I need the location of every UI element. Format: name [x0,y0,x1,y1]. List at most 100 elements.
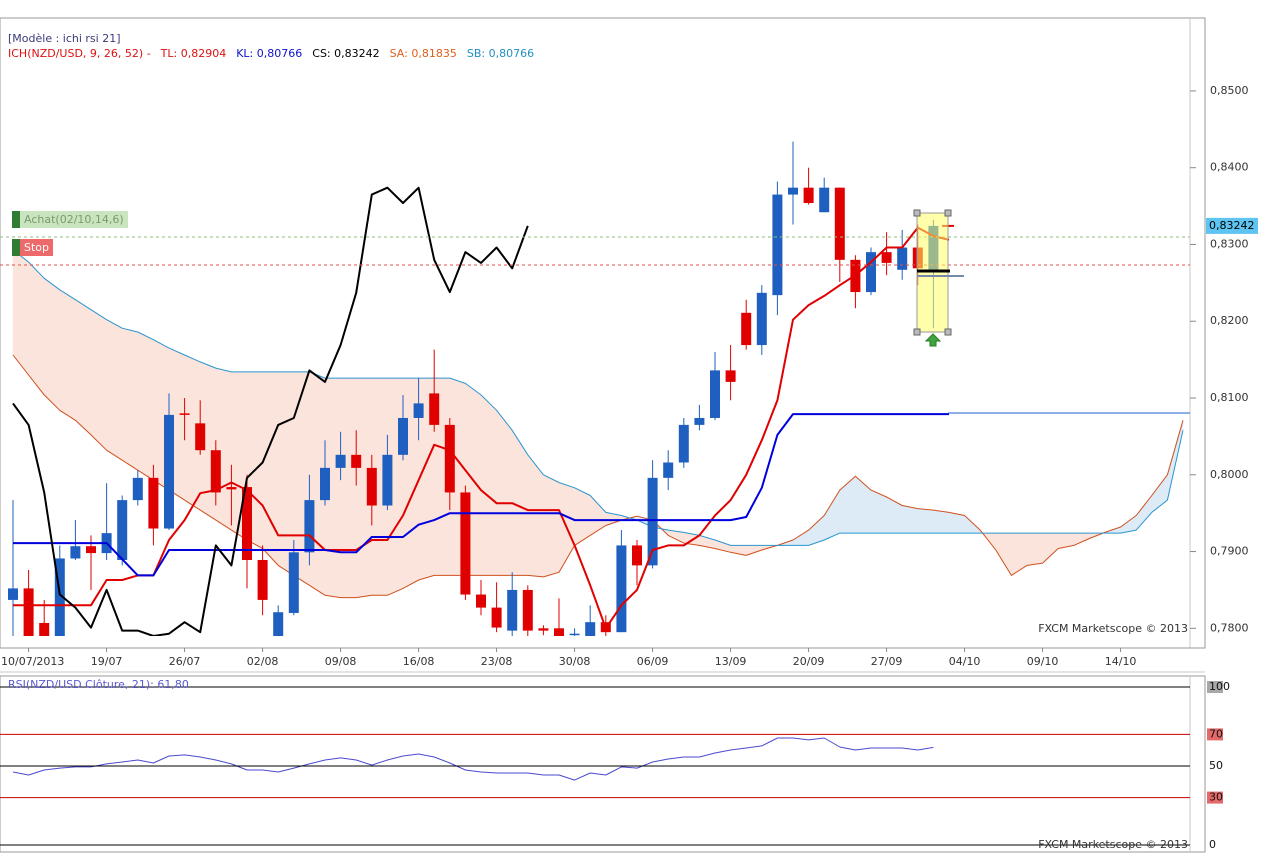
x-tick-label: 04/10 [949,655,981,668]
candle-body [881,252,892,263]
readout: TL: 0,82904 [160,47,227,60]
y-tick-label: 0,8400 [1210,161,1249,174]
candle-body [756,292,767,346]
candle-body [179,413,190,415]
candle-body [772,194,783,296]
watermark: FXCM Marketscope © 2013 [1038,622,1188,635]
candle-body [569,633,580,636]
candle-body [242,487,252,560]
y-tick-label: 0,8500 [1210,84,1249,97]
candle-body [8,588,18,600]
cloud-segment [543,474,560,578]
handle[interactable] [913,209,921,217]
handle[interactable] [944,209,952,217]
x-tick-label: 23/08 [481,655,513,668]
x-tick-label: 26/07 [169,655,201,668]
candle-body [585,622,596,636]
level-label-box [1207,728,1223,741]
span-b-line [12,249,1184,546]
x-tick-label: 02/08 [247,655,279,668]
x-tick-label: 09/10 [1027,655,1059,668]
cloud-segment [527,454,544,578]
candle-body [39,622,50,636]
candle-body [632,545,642,566]
candle-body [335,454,346,468]
rsi-plot [12,737,934,781]
cloud-segment [215,367,232,531]
x-tick-label: 19/07 [91,655,123,668]
candle-body [23,588,34,636]
watermark: FXCM Marketscope © 2013 [1038,838,1188,851]
cloud-segment [496,409,513,576]
cloud-segment [933,509,950,534]
candle-body [741,312,752,346]
cloud-segment [262,371,279,567]
candle-body [866,252,876,293]
order-label[interactable]: Achat(02/10,14,6) [20,211,128,228]
y-tick-label: 0,8000 [1210,468,1249,481]
axes: 0,7800 0,7900 0,8000 0,8100 0,8200 0,8300 0,84… [0,84,1258,851]
cloud-segment [106,319,123,461]
cloud-segment [43,277,61,411]
candle-body [398,417,408,455]
cloud-segment [1026,532,1043,566]
candle-body [351,454,362,468]
cloud-segment [480,394,497,576]
x-tick-label: 13/09 [715,655,747,668]
candle-body [304,500,315,553]
buy-arrow [924,333,942,347]
candle-body [382,454,393,506]
y-tick-label: 0,7900 [1210,545,1249,558]
candle-body [725,370,736,382]
candle-body [476,594,486,608]
candle-body [148,477,159,529]
candle-body [210,450,221,493]
rsi-line [12,737,934,781]
readout: KL: 0,80766 [236,47,303,60]
level-label-box [1207,681,1223,693]
cloud-segment [75,299,92,436]
candle-body [834,187,845,260]
y-tick-label: 0,7800 [1210,621,1249,634]
stop-order[interactable]: Stop [12,239,54,256]
x-tick-label: 09/08 [325,655,357,668]
y-tick-label: 0 [1209,838,1216,851]
candle-body [663,462,674,478]
candle-body [710,370,720,418]
level-label-box [1207,839,1223,851]
readouts: ICH(NZD/USD, 9, 26, 52) - TL: 0,82904 KL:… [8,46,534,61]
x-tick-label: 20/09 [793,655,825,668]
cloud-segment [28,261,45,396]
span-a-line [12,354,1184,599]
candle-body [444,424,455,493]
candle-body [522,589,533,631]
candle-body [226,487,237,490]
y-tick-label: 0,8300 [1210,237,1249,250]
candle-body [86,546,96,554]
readout: SB: 0,80766 [466,47,535,60]
candle-body [273,612,284,636]
cloud-segment [340,377,357,598]
order-label[interactable]: Stop [20,239,54,256]
cloud-segment [137,331,154,481]
y-tick-label: 30 [1209,791,1223,804]
x-tick-label: 16/08 [403,655,435,668]
entry-order[interactable]: Achat(02/10,14,6) [12,211,128,228]
indicator-line [12,186,529,636]
cloud-segment [870,489,887,534]
y-tick-label: 0,8200 [1210,314,1249,327]
cloud-segment [277,371,295,576]
order-marker [12,211,20,228]
handle[interactable] [944,328,952,336]
y-tick-label: 50 [1209,759,1223,772]
cloud-segment [917,508,934,534]
candle-body [554,628,564,636]
handle[interactable] [913,328,921,336]
x-tick-label: 27/09 [871,655,903,668]
candle-body [366,467,377,506]
cloud-segment [59,289,76,421]
x-tick-label: 10/07/2013 [1,655,64,668]
candle-body [413,403,424,418]
